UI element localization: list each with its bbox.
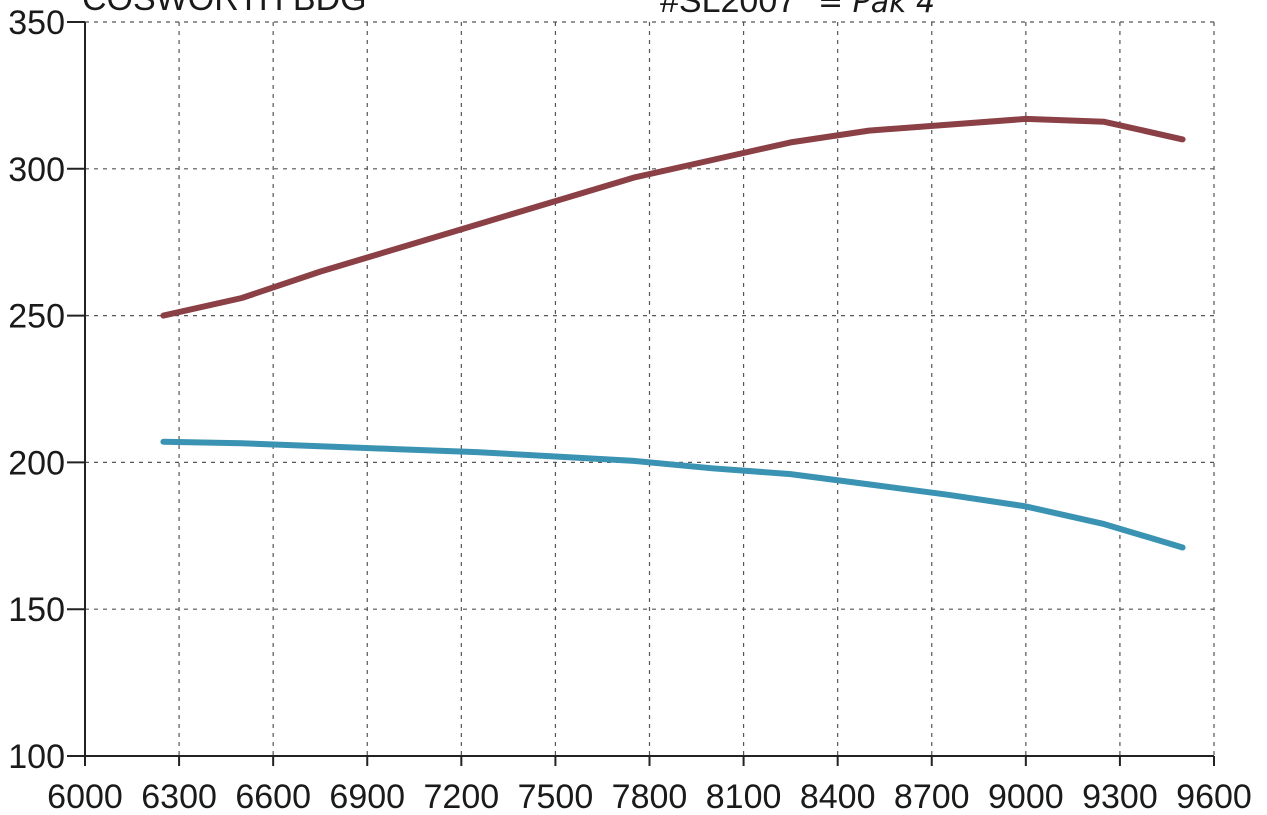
x-tick-label: 6300 <box>141 778 217 815</box>
x-tick-label: 9300 <box>1082 778 1158 815</box>
y-tick-label: 350 <box>8 4 65 42</box>
x-tick-label: 6600 <box>235 778 311 815</box>
series-line-2 <box>160 438 1186 551</box>
handwritten-note: = Pak 4 <box>818 0 935 20</box>
x-tick-label: 8700 <box>894 778 970 815</box>
x-tick-label: 8400 <box>800 778 876 815</box>
grid-lines <box>85 21 1215 756</box>
x-tick-label: 6000 <box>47 778 123 815</box>
header-right-text: #SL2007 <box>660 0 796 20</box>
y-tick-label: 250 <box>8 298 65 336</box>
x-tick-label: 9600 <box>1176 778 1252 815</box>
x-tick-label: 8100 <box>706 778 782 815</box>
x-tick-label: 7200 <box>424 778 500 815</box>
y-tick-label: 300 <box>8 151 65 189</box>
tick-labels: 100 150 200 250 300 350 6000 6300 6600 6900 7200 75… <box>8 4 1252 815</box>
y-tick-label: 200 <box>8 444 65 482</box>
x-tick-label: 7800 <box>612 778 688 815</box>
y-tick-label: 150 <box>8 591 65 629</box>
series-line-1 <box>160 115 1186 319</box>
header-left-text: COSWORTH BDG <box>82 0 367 18</box>
x-tick-label: 9000 <box>988 778 1064 815</box>
axes <box>67 21 1215 766</box>
x-tick-label: 6900 <box>329 778 405 815</box>
series-lines <box>160 115 1186 551</box>
x-tick-label: 7500 <box>518 778 594 815</box>
y-tick-label: 100 <box>8 738 65 776</box>
